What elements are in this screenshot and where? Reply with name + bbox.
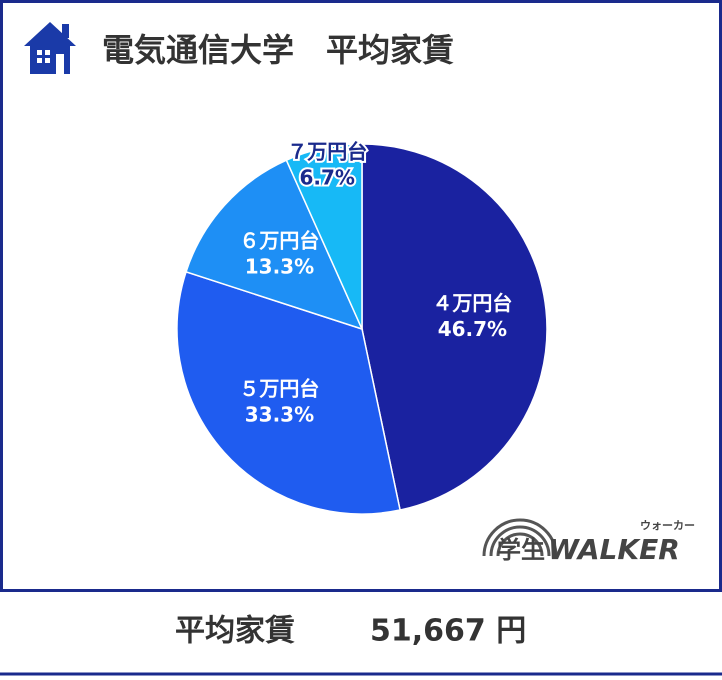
slice-value-label: 6.7% — [299, 166, 354, 190]
pie-slice — [285, 143, 363, 330]
slice-category: ４万円台 — [432, 291, 512, 315]
house-icon — [24, 22, 76, 74]
footer-label: 平均家賃 — [175, 614, 295, 649]
slice-category: ５万円台 — [239, 377, 319, 401]
logo-reading: ウォーカー — [640, 519, 695, 532]
footer-value: 51,667 円 — [370, 614, 526, 649]
pie-slice — [176, 270, 401, 515]
logo-text: 学生 — [497, 536, 545, 564]
logo-brand: WALKER — [548, 533, 680, 566]
slice-value-label: 13.3% — [245, 254, 314, 278]
slice-category: ７万円台 — [287, 140, 367, 164]
chart-title: 電気通信大学 平均家賃 — [102, 31, 454, 69]
pie-slice — [185, 159, 364, 331]
pie-slice — [361, 143, 548, 511]
logo — [482, 518, 558, 557]
slice-category: ６万円台 — [239, 228, 319, 252]
slice-value-label: 46.7% — [438, 317, 507, 341]
slice-value-label: 33.3% — [245, 403, 314, 427]
